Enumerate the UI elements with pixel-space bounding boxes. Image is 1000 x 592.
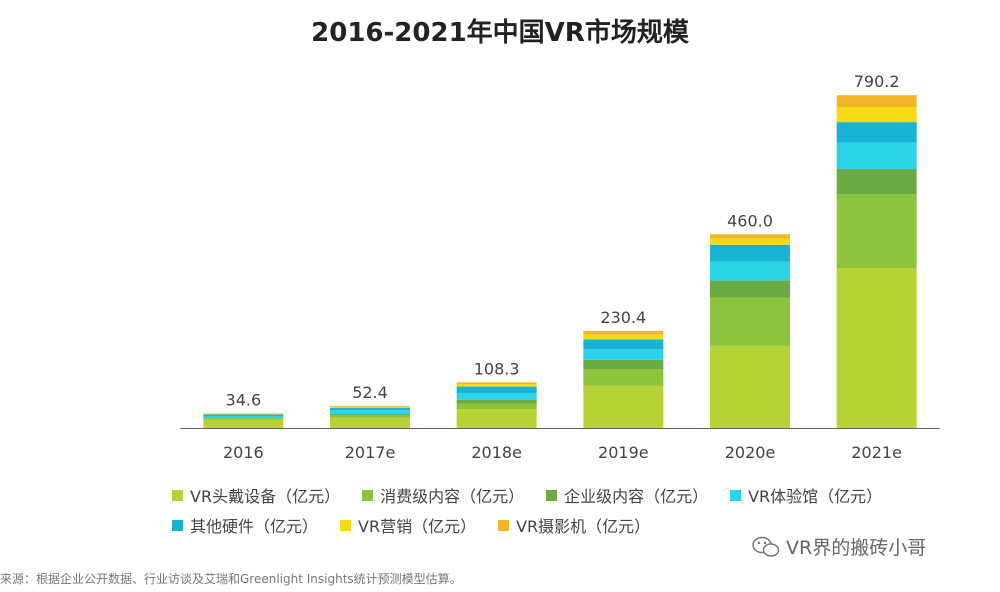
bar-segment-2017e-series-7: [330, 405, 410, 407]
bar-segment-2021e-series-5: [836, 122, 917, 143]
watermark-text: VR界的搬砖小哥: [786, 537, 927, 559]
total-label-2021e: 790.2: [854, 72, 900, 91]
legend-swatch: [172, 489, 183, 501]
legend-label: VR营销（亿元）: [358, 517, 477, 536]
legend-label: 企业级内容（亿元）: [564, 487, 709, 506]
x-tick-label-2018e: 2018e: [471, 443, 522, 462]
bar-segment-2017e-series-6: [330, 406, 410, 409]
bar-segment-2019e-series-1: [583, 385, 664, 428]
bar-segment-2018e-series-7: [456, 382, 537, 385]
legend-item-series-7: VR摄影机（亿元）: [498, 514, 650, 536]
bar-segment-2017e-series-1: [330, 417, 410, 428]
bar-segment-2020e-series-5: [710, 244, 790, 262]
bar-segment-2018e-series-5: [456, 386, 537, 394]
legend-swatch: [340, 519, 352, 531]
bar-segment-2019e-series-6: [583, 334, 664, 340]
bar-segment-2021e-series-1: [836, 267, 917, 428]
legend-label: 其他硬件（亿元）: [190, 517, 319, 536]
bar-segment-2020e-series-3: [710, 280, 790, 298]
legend-label: VR头戴设备（亿元）: [190, 487, 341, 506]
x-tick-label-2017e: 2017e: [345, 443, 396, 462]
legend-label: 消费级内容（亿元）: [380, 487, 525, 506]
chart-title: 2016-2021年中国VR市场规模: [311, 18, 689, 48]
legend-swatch: [546, 489, 558, 501]
total-label-2016: 34.6: [226, 390, 262, 409]
legend-swatch: [730, 489, 742, 501]
legend-swatch: [172, 519, 183, 531]
bar-segment-2016-series-2: [203, 418, 284, 420]
bar-segment-2019e-series-5: [583, 339, 664, 350]
bar-segment-2017e-series-3: [330, 414, 410, 416]
bar-segment-2016-series-4: [203, 415, 284, 418]
x-tick-label-2021e: 2021e: [851, 443, 902, 462]
bar-segment-2016-series-5: [203, 414, 284, 416]
bar-segment-2020e-series-4: [710, 261, 790, 281]
bar-segment-2020e-series-2: [710, 297, 790, 346]
x-tick-label-2019e: 2019e: [598, 443, 649, 462]
legend-label: VR体验馆（亿元）: [748, 487, 883, 506]
legend-item-series-3: 企业级内容（亿元）: [546, 484, 708, 506]
legend-item-series-4: VR体验馆（亿元）: [730, 484, 882, 506]
bar-segment-2021e-series-3: [836, 168, 917, 195]
bar-segment-2018e-series-2: [456, 403, 537, 410]
bar-segment-2018e-series-4: [456, 393, 537, 400]
legend-item-series-1: VR头戴设备（亿元）: [172, 484, 340, 506]
bar-segment-2016-series-1: [203, 419, 284, 428]
bar-segment-2016-series-3: [203, 417, 284, 419]
total-label-2018e: 108.3: [474, 359, 520, 378]
bar-segment-2019e-series-7: [583, 330, 664, 335]
bar-segment-2021e-series-7: [836, 95, 917, 107]
watermark: VR界的搬砖小哥: [752, 533, 926, 560]
total-label-2019e: 230.4: [600, 308, 646, 327]
bar-segment-2021e-series-4: [836, 142, 917, 169]
total-label-2017e: 52.4: [352, 383, 388, 402]
bar-segment-2021e-series-2: [836, 194, 917, 268]
chart-legend: VR头戴设备（亿元） 消费级内容（亿元） 企业级内容（亿元） VR体验馆（亿元） 其他硬…: [172, 484, 972, 536]
x-tick-label-2020e: 2020e: [725, 443, 776, 462]
legend-swatch: [498, 519, 510, 531]
bar-segment-2017e-series-2: [330, 415, 410, 418]
legend-item-series-5: 其他硬件（亿元）: [172, 514, 318, 536]
wechat-icon: [752, 536, 780, 557]
bar-segment-2019e-series-2: [583, 369, 664, 386]
x-tick-label-2016: 2016: [223, 443, 264, 462]
bar-segment-2021e-series-6: [836, 106, 917, 123]
bar-segment-2018e-series-1: [456, 409, 537, 428]
total-label-2020e: 460.0: [727, 211, 773, 230]
bar-segment-2020e-series-1: [710, 345, 790, 428]
bar-segment-2017e-series-5: [330, 408, 410, 411]
legend-item-series-6: VR营销（亿元）: [340, 514, 476, 536]
legend-swatch: [362, 489, 374, 501]
bar-segment-2016-series-6: [203, 413, 284, 415]
source-note: 来源：根据企业公开数据、行业访谈及艾瑞和Greenlight Insights统…: [0, 572, 462, 586]
bar-segment-2020e-series-7: [710, 234, 790, 239]
bar-segment-2018e-series-3: [456, 399, 537, 404]
legend-item-series-2: 消费级内容（亿元）: [362, 484, 524, 506]
bar-segment-2017e-series-4: [330, 410, 410, 415]
bar-segment-2019e-series-3: [583, 359, 664, 370]
bar-segment-2018e-series-6: [456, 384, 537, 387]
bar-segment-2019e-series-4: [583, 349, 664, 360]
legend-label: VR摄影机（亿元）: [516, 517, 651, 536]
stacked-bar-chart: 34.6 2016 52.4 2017e 108.3 2018e 230.4 2019e 460…: [180, 72, 940, 462]
bar-segment-2020e-series-6: [710, 238, 790, 245]
